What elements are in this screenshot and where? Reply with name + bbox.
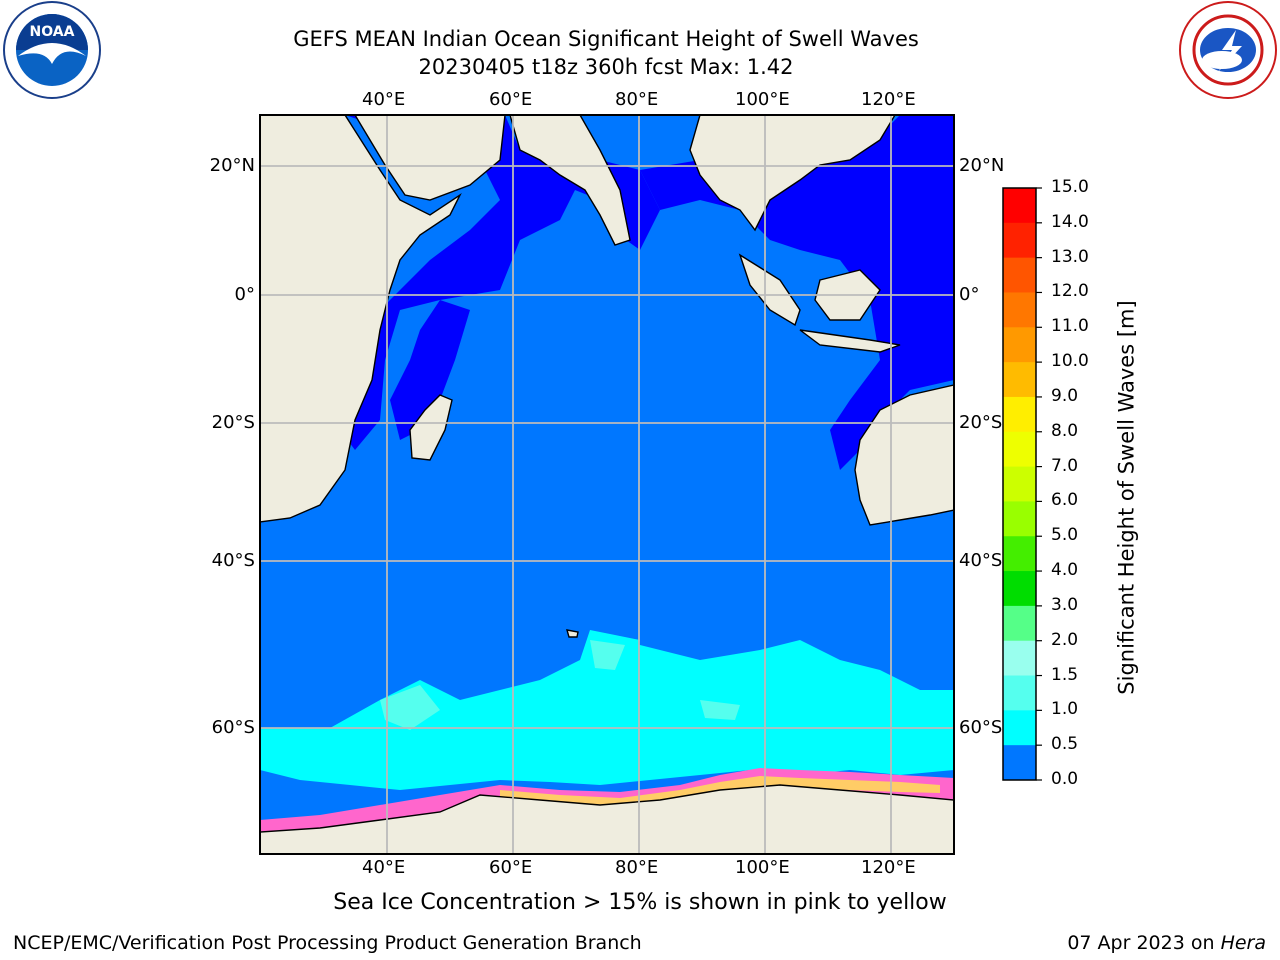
colorbar-tick-label: 3.0	[1051, 594, 1079, 615]
lat-label-0-left: 0°	[234, 284, 255, 305]
colorbar-segment	[1003, 396, 1036, 433]
colorbar-segment	[1003, 292, 1036, 328]
footer-host: Hera	[1220, 932, 1266, 954]
colorbar-tick-label: 2.0	[1051, 629, 1079, 650]
colorbar-tick-label: 7.0	[1051, 455, 1079, 476]
colorbar-tick-label: 13.0	[1051, 246, 1089, 267]
lat-label-20s-right: 20°S	[959, 412, 1003, 433]
colorbar-segment	[1003, 710, 1036, 746]
colorbar-tick-label: 0.0	[1051, 769, 1079, 789]
colorbar-tick-label: 1.5	[1051, 664, 1079, 685]
colorbar-segment	[1003, 745, 1036, 781]
sumatra	[738, 253, 801, 327]
colorbar-segment	[1003, 536, 1036, 572]
lon-label-80e-top: 80°E	[615, 89, 659, 110]
colorbar-frame	[1002, 187, 1037, 781]
graticule	[260, 115, 954, 854]
noaa-logo-text: NOAA	[30, 24, 75, 40]
colorbar	[1003, 187, 1042, 781]
lat-label-60s-left: 60°S	[211, 717, 255, 738]
colorbar-segment	[1003, 466, 1036, 502]
colorbar-tick-label: 10.0	[1051, 351, 1089, 372]
colorbar-label: Significant Height of Swell Waves [m]	[1114, 300, 1139, 695]
colorbar-segment	[1003, 675, 1036, 711]
lon-label-40e-bottom: 40°E	[362, 857, 406, 878]
colorbar-segment	[1003, 431, 1036, 468]
colorbar-segment	[1003, 327, 1036, 363]
lat-label-0-right: 0°	[959, 284, 980, 305]
map-subtitle: 20230405 t18z 360h fcst Max: 1.42	[418, 55, 794, 79]
colorbar-segment	[1003, 501, 1036, 537]
footer-date-text: 07 Apr 2023 on	[1067, 932, 1221, 954]
colorbar-segment	[1003, 222, 1036, 259]
land-masses	[259, 114, 955, 855]
lat-label-20n-right: 20°N	[959, 155, 1005, 176]
colorbar-tick-label: 0.5	[1051, 734, 1079, 755]
arabian-peninsula	[353, 114, 506, 201]
map-title: GEFS MEAN Indian Ocean Significant Heigh…	[293, 27, 919, 51]
higher-swell-patches	[380, 640, 740, 730]
footer-credit: NCEP/EMC/Verification Post Processing Pr…	[13, 932, 642, 954]
colorbar-tick-label: 11.0	[1051, 316, 1089, 337]
colorbar-segment	[1003, 605, 1036, 642]
nws-logo	[1179, 1, 1277, 99]
colorbar-tick-label: 4.0	[1051, 560, 1079, 581]
lon-label-120e-top: 120°E	[861, 89, 916, 110]
southeast-asia	[689, 114, 897, 232]
low-swell-regions	[340, 115, 954, 470]
map-frame	[259, 114, 955, 855]
antarctica-landmass	[259, 784, 955, 855]
australia-landmass	[854, 384, 955, 526]
footer-date: 07 Apr 2023 on Hera	[1067, 932, 1266, 954]
colorbar-tick-label: 5.0	[1051, 525, 1079, 546]
lon-label-40e-top: 40°E	[362, 89, 406, 110]
lon-label-100e-top: 100°E	[735, 89, 790, 110]
lon-label-60e-top: 60°E	[489, 89, 533, 110]
lon-label-80e-bottom: 80°E	[615, 857, 659, 878]
lat-label-40s-right: 40°S	[959, 550, 1003, 571]
colorbar-tick-label: 15.0	[1051, 177, 1089, 197]
lat-label-20s-left: 20°S	[211, 412, 255, 433]
java	[799, 329, 901, 353]
colorbar-segment	[1003, 257, 1036, 293]
lat-label-40s-left: 40°S	[211, 550, 255, 571]
lon-label-60e-bottom: 60°E	[489, 857, 533, 878]
colorbar-tick-label: 1.0	[1051, 699, 1079, 720]
colorbar-tick-label: 14.0	[1051, 211, 1089, 232]
colorbar-tick-label: 6.0	[1051, 490, 1079, 511]
madagascar	[409, 394, 453, 461]
lat-label-20n-left: 20°N	[209, 155, 255, 176]
africa-landmass	[259, 114, 462, 523]
lat-label-60s-right: 60°S	[959, 717, 1003, 738]
noaa-logo: NOAA	[3, 1, 101, 99]
colorbar-segment	[1003, 188, 1036, 224]
lon-label-120e-bottom: 120°E	[861, 857, 916, 878]
kerguelen-island	[566, 629, 579, 638]
colorbar-tick-label: 9.0	[1051, 385, 1079, 406]
colorbar-segment	[1003, 571, 1036, 607]
lon-label-100e-bottom: 100°E	[735, 857, 790, 878]
sea-ice-caption: Sea Ice Concentration > 15% is shown in …	[333, 890, 947, 915]
colorbar-tick-label: 8.0	[1051, 420, 1079, 441]
colorbar-tick-label: 12.0	[1051, 281, 1089, 302]
colorbar-segment	[1003, 640, 1036, 677]
colorbar-segment	[1003, 362, 1036, 398]
india-landmass	[509, 114, 631, 246]
